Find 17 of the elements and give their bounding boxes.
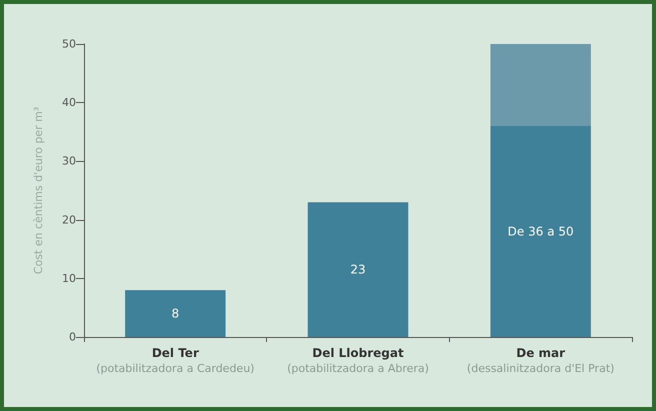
x-tick-label: Del Llobregat (potabilitzadora a Abrera)	[287, 346, 429, 375]
y-tick-label: 50	[62, 38, 76, 50]
y-tick-label: 40	[62, 96, 76, 110]
bar	[490, 44, 591, 126]
y-tick-label: 0	[69, 330, 76, 344]
data-label: 8	[172, 306, 180, 321]
y-tick-label: 20	[62, 213, 76, 226]
data-label: 23	[350, 262, 366, 277]
data-label: De 36 a 50	[508, 224, 574, 239]
x-tick-label: Del Ter (potabilitzadora a Cardedeu)	[96, 346, 254, 375]
y-axis-title: Cost en cèntims d'euro per m³	[32, 106, 45, 274]
x-tick-label: De mar (dessalinitzadora d'El Prat)	[466, 346, 614, 375]
bar	[490, 126, 591, 337]
y-tick-label: 30	[62, 154, 76, 168]
bar	[308, 202, 408, 337]
y-tick-label: 10	[62, 272, 76, 285]
bar	[125, 290, 226, 337]
